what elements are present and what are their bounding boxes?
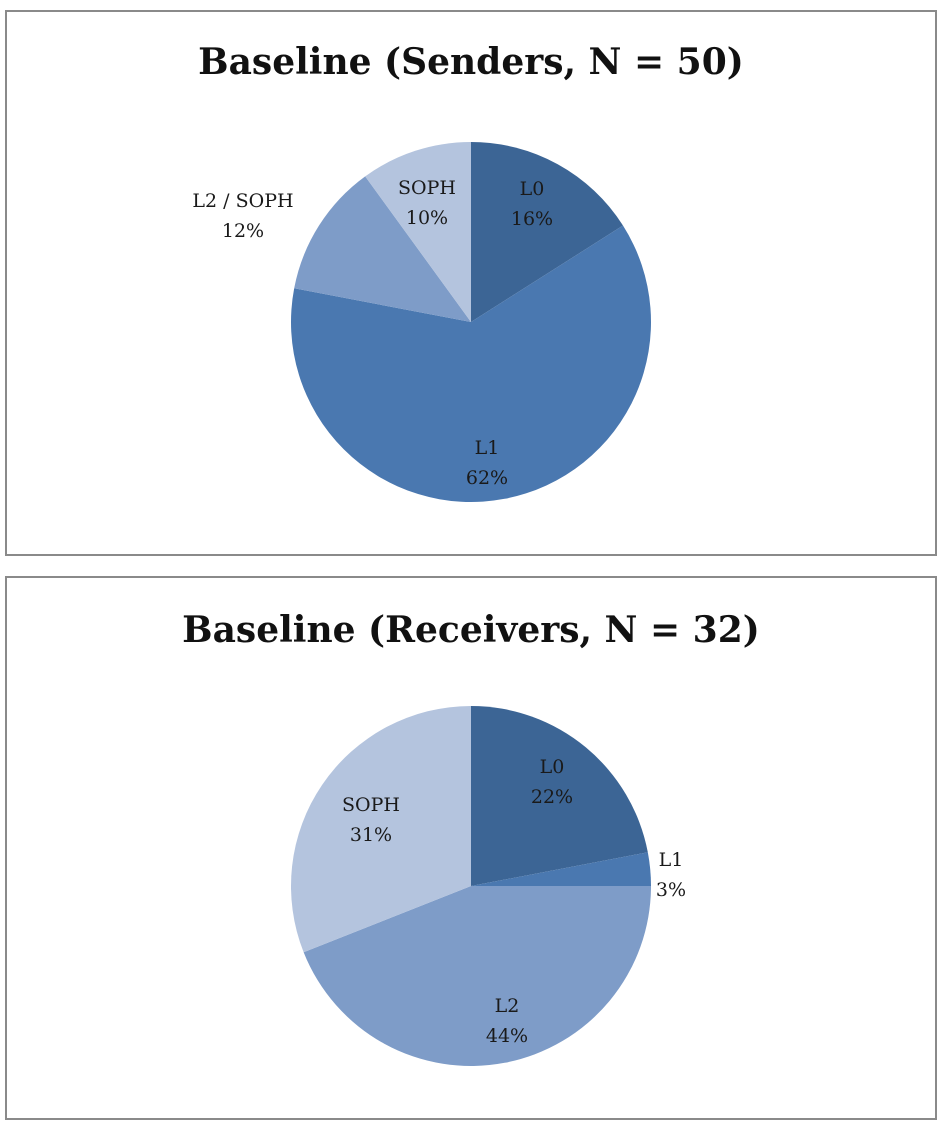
slice-label: L1 — [659, 849, 684, 871]
slice-percent-label: 16% — [511, 208, 553, 230]
slice-percent-label: 3% — [656, 879, 686, 901]
slice-label-group: SOPH 31% — [342, 794, 400, 846]
pie-slice-l1 — [471, 852, 651, 886]
pie-slice-l2 — [303, 886, 651, 1066]
slice-percent-label: 62% — [466, 467, 508, 489]
slice-label: L2 — [495, 995, 520, 1017]
slice-label-group: SOPH 10% — [398, 177, 456, 229]
slice-percent-label: 10% — [406, 207, 448, 229]
slice-label-group: L13% — [656, 849, 686, 901]
chart-title: Baseline (Senders, N = 50) — [198, 41, 744, 83]
slice-label: L0 — [540, 756, 565, 778]
slice-label: L1 — [475, 437, 500, 459]
pie-slice-soph — [290, 706, 471, 953]
slice-percent-label: 12% — [222, 220, 264, 242]
receivers-pie-chart: Baseline (Receivers, N = 32) L022%L13%L2… — [182, 609, 760, 1066]
slice-label-group: L2 / SOPH 12% — [192, 190, 293, 242]
chart-title: Baseline (Receivers, N = 32) — [182, 609, 760, 651]
slice-percent-label: 44% — [486, 1025, 528, 1047]
pie-slice-l0 — [471, 142, 623, 322]
slice-label: SOPH — [398, 177, 456, 199]
slice-percent-label: 22% — [531, 786, 573, 808]
pie-slice-l2-soph — [294, 176, 471, 322]
slice-percent-label: 31% — [350, 824, 392, 846]
pie-slice-soph — [365, 142, 471, 322]
slice-label: L2 / SOPH — [192, 190, 293, 212]
pie-slices — [290, 706, 651, 1066]
receivers-chart-panel: Baseline (Receivers, N = 32) L0 22% L1 3% L2… — [5, 576, 937, 1120]
senders-pie-chart: Baseline (Senders, N = 50) L016%L162%L2 … — [192, 41, 744, 503]
senders-chart-panel: Baseline (Senders, N = 50) L0 16% L1 62% L2 … — [5, 10, 937, 556]
pie-slice-l1 — [290, 225, 651, 503]
slice-label: L0 — [520, 178, 545, 200]
pie-slice-l0 — [471, 706, 648, 886]
pie-slices — [290, 142, 651, 503]
slice-label: SOPH — [342, 794, 400, 816]
